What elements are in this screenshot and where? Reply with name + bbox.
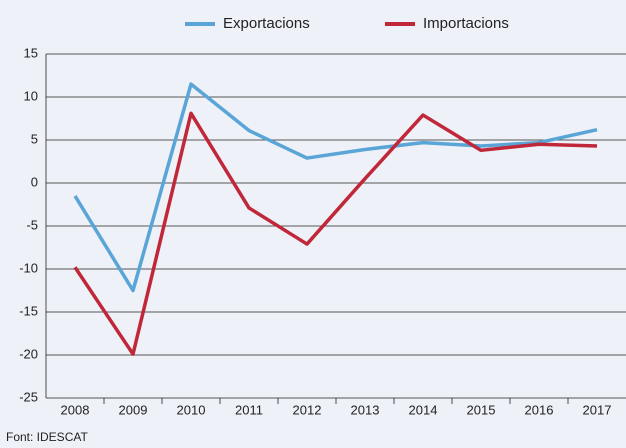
legend-label: Importacions — [423, 15, 509, 32]
x-tick-label: 2017 — [583, 402, 612, 417]
series-line — [73, 82, 598, 293]
y-tick-label: 0 — [31, 174, 38, 189]
series-line — [73, 111, 598, 356]
legend-label: Exportacions — [223, 15, 310, 32]
x-tick-label: 2010 — [177, 402, 206, 417]
x-tick-label: 2011 — [235, 402, 263, 417]
y-tick-label: 15 — [24, 45, 38, 60]
x-tick-label: 2013 — [351, 402, 380, 417]
source: Font: IDESCAT — [6, 430, 88, 444]
x-tick-label: 2014 — [409, 402, 438, 417]
x-tick-label: 2008 — [61, 402, 90, 417]
y-tick-label: -15 — [19, 303, 38, 318]
x-tick-label: 2009 — [119, 402, 148, 417]
x-tick-label: 2015 — [467, 402, 496, 417]
y-tick-label: -20 — [19, 346, 38, 361]
y-tick-label: 5 — [31, 131, 38, 146]
x-tick-label: 2016 — [525, 402, 554, 417]
y-tick-label: -10 — [19, 260, 38, 275]
y-tick-label: -5 — [26, 217, 38, 232]
y-tick-label: -25 — [19, 389, 38, 404]
y-tick-label: 10 — [24, 88, 38, 103]
x-tick-label: 2012 — [293, 402, 322, 417]
